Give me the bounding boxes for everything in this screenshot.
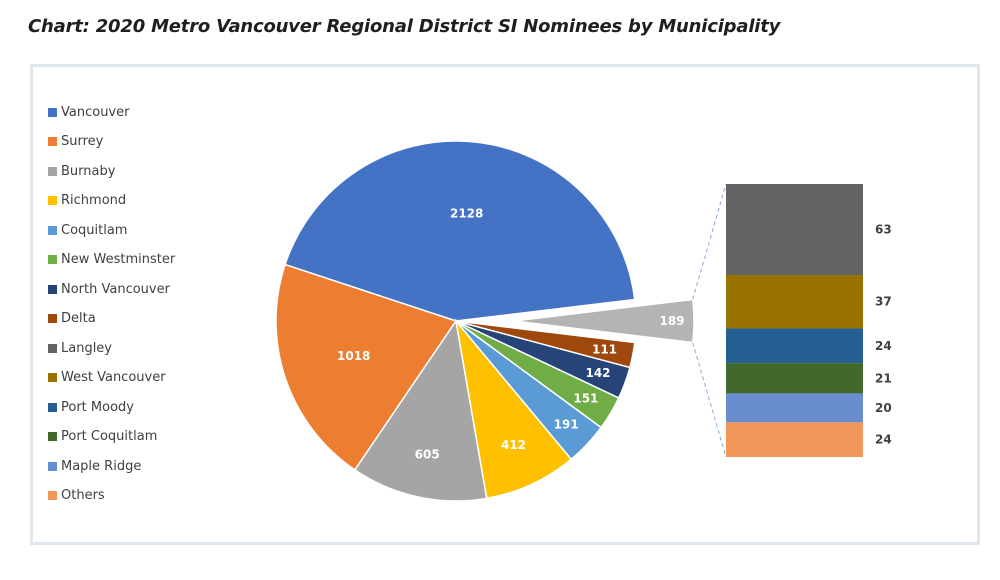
bar-segment-port-moody bbox=[726, 328, 863, 364]
pie-slice-richmond bbox=[454, 318, 573, 500]
legend-swatch bbox=[48, 373, 57, 382]
legend-item-delta: Delta bbox=[48, 309, 96, 329]
legend-item-new-westminster: New Westminster bbox=[48, 250, 175, 270]
legend-label: Langley bbox=[61, 340, 113, 356]
legend-swatch bbox=[48, 225, 57, 235]
legend-swatch bbox=[48, 491, 57, 500]
legend-item-richmond: Richmond bbox=[48, 191, 126, 211]
pie-slice-surrey bbox=[275, 263, 458, 471]
pie-layer: 2128 1018 605 412 191 151 142 111 189 bbox=[275, 140, 695, 502]
pie-slice-delta bbox=[455, 320, 636, 369]
stacked-bar-layer: 63 37 24 21 20 24 bbox=[726, 184, 892, 457]
legend-swatch bbox=[48, 343, 57, 353]
legend-item-west-vancouver: West Vancouver bbox=[48, 368, 166, 388]
pie-label-other: 189 bbox=[659, 314, 684, 328]
legend-label: Coquitlam bbox=[61, 222, 128, 238]
pie-label-richmond: 412 bbox=[501, 438, 526, 452]
bar-label-west-vancouver: 37 bbox=[875, 295, 892, 309]
legend-item-coquitlam: Coquitlam bbox=[48, 220, 127, 240]
legend-label: New Westminster bbox=[61, 252, 176, 267]
chart-title: Chart: 2020 Metro Vancouver Regional Dis… bbox=[28, 16, 781, 37]
connector-layer bbox=[692, 183, 727, 458]
pie-label-north-vancouver: 142 bbox=[585, 366, 610, 380]
bar-label-port-coquitlam: 21 bbox=[875, 371, 892, 385]
pie-label-coquitlam: 191 bbox=[554, 418, 579, 432]
pie-label-vancouver: 2128 bbox=[450, 207, 483, 221]
connector-line-bottom bbox=[692, 342, 727, 458]
legend-label: Port Coquitlam bbox=[61, 429, 158, 444]
legend-item-vancouver: Vancouver bbox=[48, 102, 129, 122]
legend-label: West Vancouver bbox=[61, 370, 166, 385]
legend-item-maple-ridge: Maple Ridge bbox=[48, 456, 141, 476]
pie-label-surrey: 1018 bbox=[337, 349, 370, 363]
legend-swatch bbox=[48, 402, 57, 412]
bar-label-maple-ridge: 20 bbox=[875, 401, 892, 415]
bar-label-port-moody: 24 bbox=[875, 339, 892, 353]
bar-segment-langley bbox=[726, 184, 863, 275]
legend-swatch bbox=[48, 461, 57, 471]
legend-label: Richmond bbox=[61, 193, 127, 208]
pie-slice-vancouver bbox=[284, 140, 636, 322]
pie-label-burnaby: 605 bbox=[415, 448, 440, 462]
bar-label-others: 24 bbox=[875, 433, 892, 447]
pie-label-delta: 111 bbox=[592, 343, 617, 357]
pie-slice-burnaby bbox=[353, 319, 488, 502]
legend-item-burnaby: Burnaby bbox=[48, 161, 115, 181]
legend-swatch bbox=[48, 314, 57, 323]
legend-swatch bbox=[48, 196, 57, 205]
legend-swatch bbox=[48, 137, 57, 146]
connector-line-top bbox=[692, 183, 727, 300]
legend-swatch bbox=[48, 107, 57, 117]
legend-swatch bbox=[48, 166, 57, 176]
bar-segment-west-vancouver bbox=[726, 275, 863, 329]
legend-swatch bbox=[48, 432, 57, 441]
pie-slice-other bbox=[513, 298, 695, 344]
bar-segment-port-coquitlam bbox=[726, 363, 863, 394]
legend-label: Burnaby bbox=[61, 163, 116, 179]
legend-swatch bbox=[48, 255, 57, 264]
legend-label: North Vancouver bbox=[61, 281, 170, 297]
legend-item-surrey: Surrey bbox=[48, 132, 103, 152]
legend-label: Port Moody bbox=[61, 399, 134, 415]
legend-label: Delta bbox=[61, 311, 96, 326]
bar-segment-maple-ridge bbox=[726, 393, 863, 423]
legend-item-others: Others bbox=[48, 486, 105, 506]
legend-item-north-vancouver: North Vancouver bbox=[48, 279, 170, 299]
bar-segment-others bbox=[726, 422, 863, 457]
legend-label: Surrey bbox=[61, 134, 104, 149]
legend-label: Vancouver bbox=[61, 104, 130, 120]
legend-item-port-coquitlam: Port Coquitlam bbox=[48, 427, 157, 447]
legend-item-port-moody: Port Moody bbox=[48, 397, 134, 417]
legend-item-langley: Langley bbox=[48, 338, 112, 358]
legend-label: Maple Ridge bbox=[61, 458, 142, 474]
legend-swatch bbox=[48, 284, 57, 294]
legend-label: Others bbox=[61, 488, 105, 503]
pie-label-new-westminster: 151 bbox=[573, 391, 598, 405]
bar-label-langley: 63 bbox=[875, 223, 892, 237]
